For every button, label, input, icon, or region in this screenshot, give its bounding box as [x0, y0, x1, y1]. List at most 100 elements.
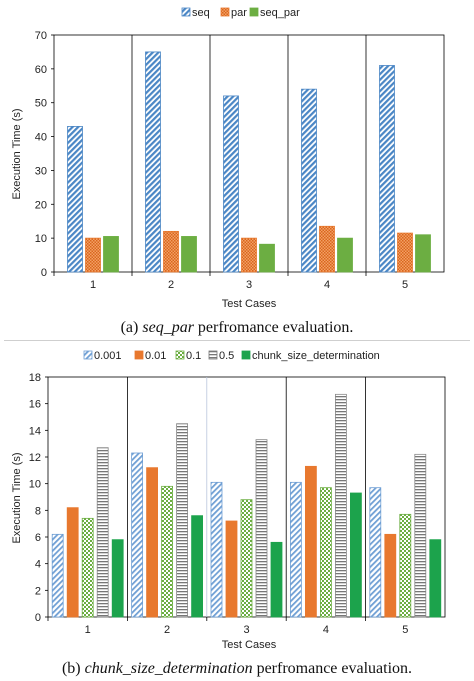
y-tick-label: 2 [35, 585, 41, 597]
y-tick-label: 0 [41, 267, 47, 279]
legend-swatch-chunk_size_determination [241, 350, 251, 360]
y-tick-label: 12 [29, 452, 41, 464]
bar-0.001-case-1 [51, 533, 64, 618]
bar-0.001-case-4 [289, 481, 302, 618]
bar-0.1-case-1 [81, 517, 94, 618]
bar-seq_par-case-4 [337, 237, 353, 273]
bar-chunk_size_determination-case-1 [111, 539, 124, 618]
x-axis-label-b: Test Cases [222, 639, 277, 651]
plot-area-a: 0 10 20 30 40 50 60 70 1 2 3 4 5 [35, 30, 445, 291]
legend-item-seq: seq [181, 7, 210, 19]
bar-seq_par-case-1 [103, 236, 119, 273]
y-tick-label: 70 [35, 30, 47, 42]
bar-par-case-5 [397, 232, 413, 273]
bar-0.001-case-3 [210, 481, 223, 618]
legend-item-0.01: 0.01 [134, 350, 166, 362]
bar-0.1-case-4 [319, 487, 332, 618]
bar-0.1-case-3 [240, 499, 253, 618]
bar-0.01-case-4 [304, 465, 317, 618]
legend-swatch-par [220, 7, 230, 17]
legend-swatch-0.5 [208, 350, 218, 360]
bar-0.01-case-1 [66, 507, 79, 618]
legend-swatch-0.001 [83, 350, 93, 360]
legend-item-chunk_size_determination: chunk_size_determination [241, 350, 380, 362]
caption-a: (a) seq_par perfromance evaluation. [0, 319, 474, 337]
legend-label-par: par [231, 7, 247, 19]
x-tick-label: 2 [164, 624, 170, 636]
legend-item-0.1: 0.1 [175, 350, 201, 362]
legend-label-0.1: 0.1 [186, 350, 201, 362]
caption-a-italic: seq_par [142, 319, 194, 336]
legend-swatch-seq_par [249, 7, 259, 17]
bar-0.01-case-3 [225, 520, 238, 618]
bar-par-case-3 [241, 237, 257, 273]
legend-item-seq_par: seq_par [249, 7, 300, 19]
x-axis-label-a: Test Cases [222, 298, 277, 310]
bar-chunk_size_determination-case-4 [349, 492, 362, 618]
y-tick-label: 18 [29, 372, 41, 384]
bar-0.001-case-5 [369, 487, 382, 618]
x-tick-label: 1 [85, 624, 91, 636]
y-axis-label-a: Execution Time (s) [11, 108, 23, 199]
bar-0.5-case-5 [414, 453, 427, 618]
legend-item-par: par [220, 7, 247, 19]
y-tick-label: 6 [35, 532, 41, 544]
y-axis-label-b: Execution Time (s) [11, 452, 23, 543]
x-tick-label: 4 [323, 624, 329, 636]
caption-b-suffix: perfromance evaluation. [252, 660, 413, 677]
bar-seq_par-case-2 [181, 236, 197, 273]
y-tick-label: 60 [35, 64, 47, 76]
caption-a-prefix: (a) [120, 319, 143, 336]
y-tick-label: 14 [29, 425, 41, 437]
legend-b: 0.001 0.01 0.1 0.5 chunk_size_determinat… [83, 350, 380, 362]
bar-seq-case-5 [379, 65, 395, 273]
bar-0.5-case-3 [255, 439, 268, 618]
bar-par-case-2 [163, 230, 179, 273]
bar-chunk_size_determination-case-5 [429, 539, 442, 618]
y-tick-label: 20 [35, 199, 47, 211]
bar-0.1-case-2 [161, 485, 174, 618]
chart-b: 0.001 0.01 0.1 0.5 chunk_size_determinat… [11, 350, 446, 651]
y-tick-label: 16 [29, 399, 41, 411]
y-tick-label: 10 [29, 479, 41, 491]
bar-par-case-4 [319, 225, 335, 273]
legend-label-0.001: 0.001 [94, 350, 122, 362]
bar-0.01-case-5 [384, 533, 397, 618]
bar-seq_par-case-3 [259, 243, 275, 273]
bar-0.5-case-2 [176, 423, 189, 618]
caption-b: (b) chunk_size_determination perfromance… [0, 660, 474, 678]
x-tick-label: 1 [90, 279, 96, 291]
bar-chunk_size_determination-case-3 [270, 541, 283, 618]
bar-0.5-case-1 [96, 447, 109, 618]
bar-seq-case-3 [223, 95, 239, 273]
chart-a: seq par seq_par 0 10 20 30 40 50 60 70 1 2 3 4 5 Exe… [11, 7, 445, 310]
y-tick-label: 10 [35, 233, 47, 245]
legend-swatch-0.01 [134, 350, 144, 360]
legend-a: seq par seq_par [181, 7, 300, 19]
bar-0.5-case-4 [334, 393, 347, 618]
legend-label-0.5: 0.5 [219, 350, 234, 362]
bar-seq-case-4 [301, 88, 317, 273]
y-tick-label: 4 [35, 559, 41, 571]
legend-swatch-0.1 [175, 350, 185, 360]
y-tick-label: 8 [35, 505, 41, 517]
x-tick-label: 3 [243, 624, 249, 636]
legend-label-seq: seq [192, 7, 210, 19]
bar-seq-case-1 [67, 126, 83, 273]
legend-label-seq_par: seq_par [260, 7, 300, 19]
bar-chunk_size_determination-case-2 [191, 515, 204, 618]
legend-label-0.01: 0.01 [145, 350, 166, 362]
x-tick-label: 3 [246, 279, 252, 291]
bar-0.1-case-5 [399, 513, 412, 618]
legend-item-0.001: 0.001 [83, 350, 122, 362]
bar-par-case-1 [85, 237, 101, 273]
bar-0.001-case-2 [131, 452, 144, 618]
legend-label-chunk_size_determination: chunk_size_determination [252, 350, 380, 362]
legend-swatch-seq [181, 7, 191, 17]
x-tick-label: 5 [402, 624, 408, 636]
y-tick-label: 0 [35, 612, 41, 624]
x-tick-label: 2 [168, 279, 174, 291]
legend-item-0.5: 0.5 [208, 350, 234, 362]
bar-seq-case-2 [145, 51, 161, 273]
